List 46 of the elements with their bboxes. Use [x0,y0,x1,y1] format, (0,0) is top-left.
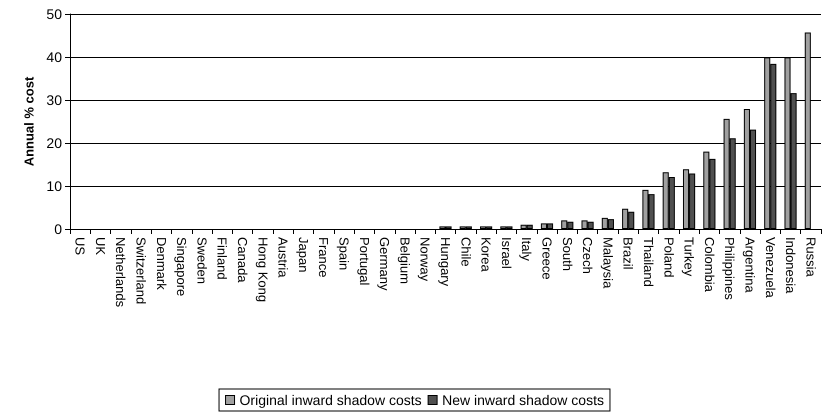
x-tick-label: Venezuela [762,237,778,298]
x-tick-label: US [72,237,88,256]
x-tick-label: Sweden [194,237,210,284]
x-tick-label: Argentina [742,237,758,294]
legend-label: Original inward shadow costs [240,392,422,408]
x-tick-label: Turkey [682,237,697,277]
x-tick-label: Russia [803,237,818,278]
x-tick-label: UK [92,237,108,256]
x-tick-label: Israel [498,237,514,269]
y-tick-label: 0 [54,221,62,237]
legend-label: New inward shadow costs [442,392,604,408]
x-tick-label: Hungary [438,237,453,287]
y-tick-label: 50 [46,6,62,22]
x-tick-label: Hong Kong [255,237,270,302]
x-tick-label: Norway [418,237,433,282]
x-tick-label: Italy [519,237,534,262]
x-tick-label: Denmark [154,237,169,290]
x-tick-label: Indonesia [783,237,798,294]
x-tick-label: Switzerland [134,237,149,304]
y-tick-label: 30 [46,92,62,108]
y-tick-label: 20 [46,135,62,151]
x-tick-label: France [316,237,332,278]
x-tick-label: Austria [276,237,291,278]
x-tick-label: Poland [661,237,676,278]
y-tick-label: 40 [46,49,62,65]
x-tick-label: Malaysia [600,237,616,290]
x-tick-label: South [560,237,575,271]
x-tick-label: Brazil [620,237,636,270]
x-tick-label: Germany [377,237,392,291]
x-tick-label: Japan [296,237,311,272]
x-tick-label: Colombia [702,237,717,293]
y-axis-title: Annual % cost [22,76,37,166]
x-tick-label: Czech [580,237,596,274]
x-tick-label: Canada [235,237,250,284]
x-tick-label: Portugal [356,237,372,286]
y-tick-label: 10 [46,178,62,194]
x-tick-label: Spain [336,237,352,270]
x-tick-label: Korea [478,237,494,272]
x-tick-label: Finland [214,237,230,280]
x-tick-label: Belgium [397,237,412,284]
x-tick-label: Netherlands [113,237,128,308]
x-tick-label: Chile [458,237,474,267]
x-tick-label: Greece [539,237,554,280]
x-tick-label: Thailand [640,237,656,287]
x-tick-label: Philippines [722,237,738,300]
x-tick-label: Singapore [174,237,190,296]
